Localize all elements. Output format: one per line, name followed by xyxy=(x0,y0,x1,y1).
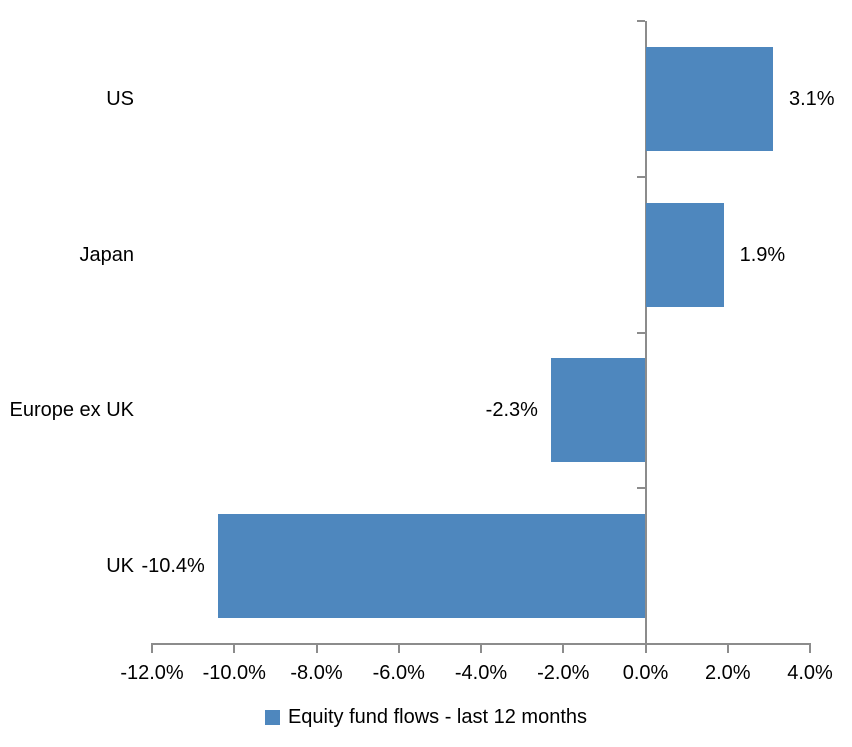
x-axis-tick xyxy=(726,643,729,653)
bar-us xyxy=(645,46,773,151)
x-axis-tick xyxy=(151,643,153,653)
x-axis-tick-label: -10.0% xyxy=(202,662,266,684)
x-axis-tick xyxy=(480,643,482,653)
x-axis-tick-label: -8.0% xyxy=(290,662,343,684)
x-axis-tick xyxy=(233,643,236,653)
data-label-uk: -10.4% xyxy=(141,555,205,578)
x-axis-tick-label: -12.0% xyxy=(120,662,184,684)
data-label-us: 3.1% xyxy=(788,87,835,110)
legend-marker-icon xyxy=(264,709,280,725)
x-axis-tick-label: 2.0% xyxy=(704,662,751,684)
x-axis-tick-label: -4.0% xyxy=(454,662,508,684)
category-label-uk: UK xyxy=(106,555,134,578)
category-axis-tick xyxy=(636,20,645,22)
data-label-europe-ex-uk: -2.3% xyxy=(485,399,538,422)
x-axis-tick xyxy=(315,643,318,653)
x-axis-tick-label: -6.0% xyxy=(372,662,425,684)
category-axis-tick xyxy=(636,643,645,645)
x-axis-tick-label: 0.0% xyxy=(622,662,669,684)
legend-series-label: Equity fund flows - last 12 months xyxy=(287,706,588,728)
x-axis-tick xyxy=(809,643,811,653)
category-axis-tick xyxy=(636,331,645,334)
category-label-us: US xyxy=(106,87,134,110)
category-axis-line xyxy=(644,21,647,644)
category-axis-tick xyxy=(636,487,645,490)
x-axis-tick xyxy=(644,643,647,653)
x-axis-tick-label: -2.0% xyxy=(537,662,590,684)
bar-japan xyxy=(645,202,724,307)
x-axis-tick xyxy=(397,643,400,653)
x-axis-tick xyxy=(562,643,565,653)
data-label-japan: 1.9% xyxy=(739,243,786,266)
bar-uk xyxy=(217,514,646,619)
category-axis-tick xyxy=(636,175,645,178)
legend: Equity fund flows - last 12 months xyxy=(0,705,852,729)
category-label-europe-ex-uk: Europe ex UK xyxy=(9,399,134,422)
x-axis-tick-label: 4.0% xyxy=(787,662,833,684)
bar-europe-ex-uk xyxy=(550,358,646,463)
category-label-japan: Japan xyxy=(79,243,135,266)
